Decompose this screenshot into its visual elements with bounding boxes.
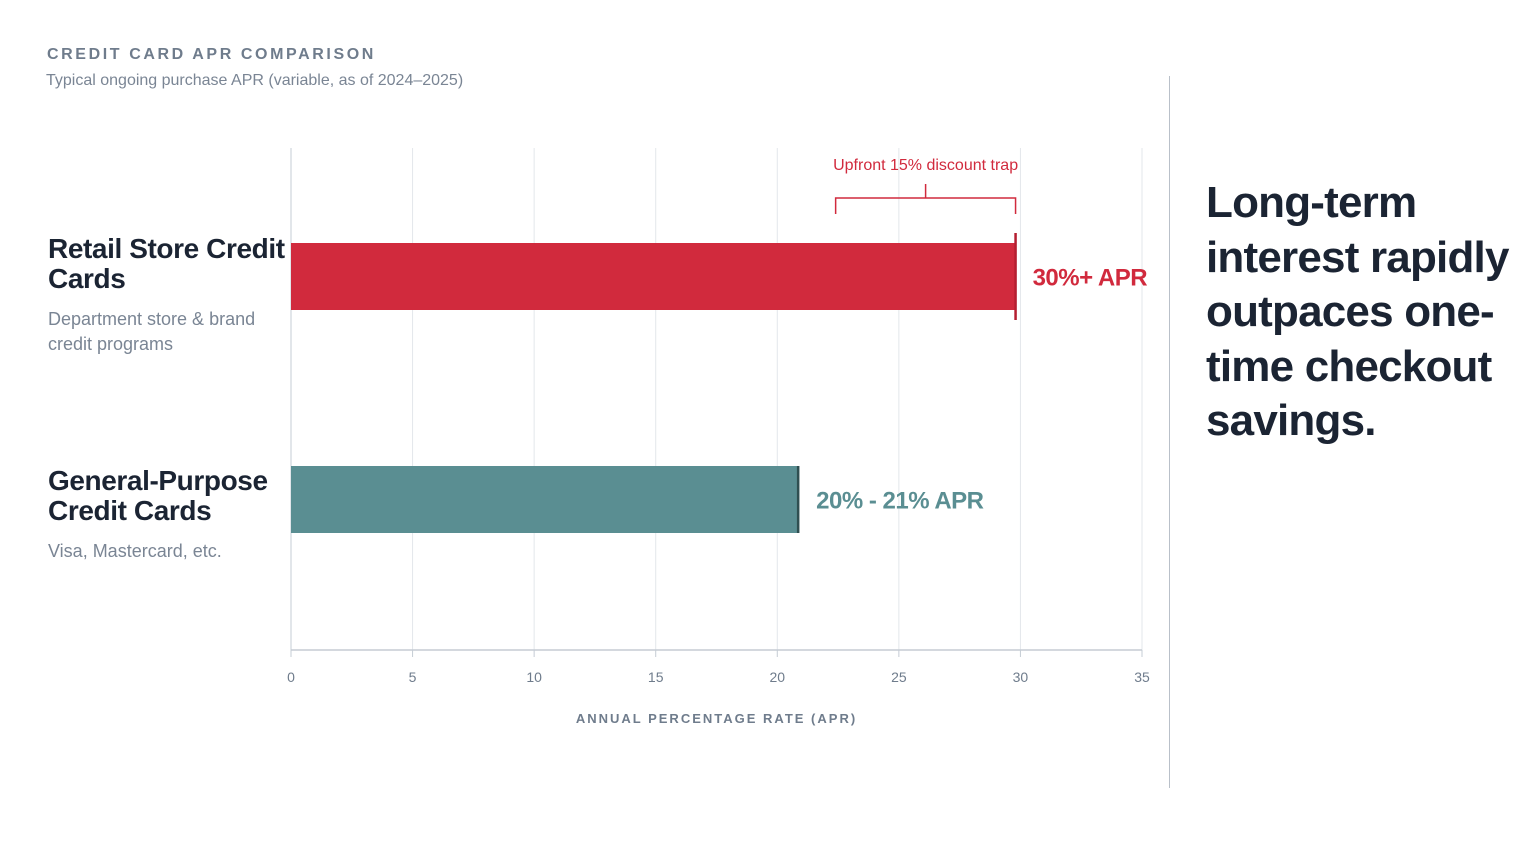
value-label: 30%+ APR: [1033, 265, 1148, 292]
value-label: 20% - 21% APR: [816, 488, 984, 515]
x-tick-label: 5: [409, 669, 417, 685]
x-tick-label: 15: [648, 669, 664, 685]
bar-general: [291, 466, 800, 533]
category-name: Retail Store Credit Cards: [48, 233, 285, 294]
x-axis-title: ANNUAL PERCENTAGE RATE (APR): [576, 711, 857, 726]
x-tick-label: 30: [1013, 669, 1029, 685]
category-retail: Retail Store Credit Cards Department sto…: [48, 234, 288, 357]
x-tick-label: 35: [1134, 669, 1150, 685]
vertical-divider: [1169, 76, 1170, 788]
chart-subtitle: Typical ongoing purchase APR (variable, …: [46, 72, 464, 89]
annotation-label: Upfront 15% discount trap: [833, 157, 1018, 174]
category-description: Department store & brand credit programs: [48, 309, 256, 354]
x-tick-label: 0: [287, 669, 295, 685]
bar-retail: [291, 243, 1016, 310]
x-tick-label: 20: [769, 669, 785, 685]
annotation-bracket: [834, 184, 1017, 214]
category-name: General-Purpose Credit Cards: [48, 465, 268, 526]
key-takeaway: Long-term interest rapidly outpaces one-…: [1206, 178, 1509, 445]
apr-bar-chart: 0 5 10 15 20 25 30 35 ANNUAL PERCENTAGE RATE (AP…: [287, 148, 1150, 726]
x-tick-label: 10: [526, 669, 542, 685]
x-tick-label: 25: [891, 669, 907, 685]
category-general: General-Purpose Credit Cards Visa, Maste…: [48, 466, 288, 564]
chart-title: CREDIT CARD APR COMPARISON: [47, 46, 376, 63]
category-description: Visa, Mastercard, etc.: [48, 541, 222, 561]
